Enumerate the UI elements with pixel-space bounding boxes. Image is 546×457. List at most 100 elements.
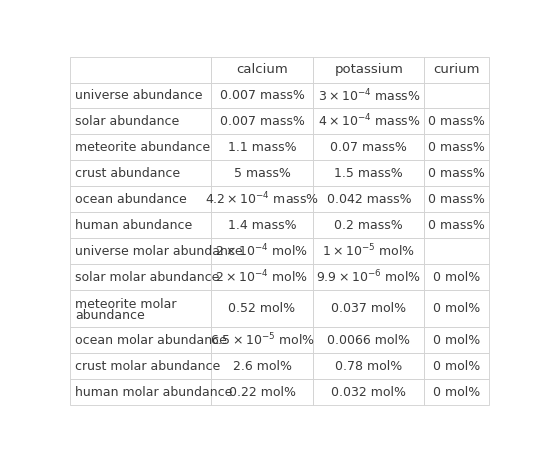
Text: 0 mol%: 0 mol% <box>433 334 480 346</box>
Bar <box>313 57 424 83</box>
Text: potassium: potassium <box>334 63 403 76</box>
Bar <box>313 353 424 379</box>
Bar <box>313 108 424 134</box>
Text: 0 mol%: 0 mol% <box>433 302 480 315</box>
Text: 0.52 mol%: 0.52 mol% <box>228 302 295 315</box>
Bar <box>211 186 313 212</box>
Text: $9.9\times10^{-6}$ mol%: $9.9\times10^{-6}$ mol% <box>316 269 422 285</box>
Text: crust molar abundance: crust molar abundance <box>75 360 221 372</box>
Text: 0.032 mol%: 0.032 mol% <box>331 386 406 399</box>
Bar <box>313 327 424 353</box>
Text: 0.042 mass%: 0.042 mass% <box>327 193 411 206</box>
Bar <box>313 212 424 238</box>
Text: human molar abundance: human molar abundance <box>75 386 233 399</box>
Text: $2\times10^{-4}$ mol%: $2\times10^{-4}$ mol% <box>216 243 308 260</box>
Bar <box>211 212 313 238</box>
Bar <box>424 134 489 160</box>
Text: $3\times10^{-4}$ mass%: $3\times10^{-4}$ mass% <box>318 87 420 104</box>
Bar <box>211 134 313 160</box>
Bar <box>70 108 211 134</box>
Text: universe molar abundance: universe molar abundance <box>75 244 243 258</box>
Text: human abundance: human abundance <box>75 219 193 232</box>
Text: 0.78 mol%: 0.78 mol% <box>335 360 402 372</box>
Bar <box>424 160 489 186</box>
Bar <box>313 134 424 160</box>
Text: 2.6 mol%: 2.6 mol% <box>233 360 292 372</box>
Bar <box>424 379 489 405</box>
Text: ocean abundance: ocean abundance <box>75 193 187 206</box>
Text: solar abundance: solar abundance <box>75 115 180 128</box>
Text: 1.5 mass%: 1.5 mass% <box>335 167 403 180</box>
Bar <box>313 379 424 405</box>
Text: 0.07 mass%: 0.07 mass% <box>330 141 407 154</box>
Text: solar molar abundance: solar molar abundance <box>75 271 220 284</box>
Text: 0.2 mass%: 0.2 mass% <box>335 219 403 232</box>
Text: meteorite abundance: meteorite abundance <box>75 141 211 154</box>
Text: 0 mol%: 0 mol% <box>433 271 480 284</box>
Bar <box>211 238 313 264</box>
Text: $4.2\times10^{-4}$ mass%: $4.2\times10^{-4}$ mass% <box>205 191 319 207</box>
Bar <box>313 264 424 290</box>
Bar <box>424 212 489 238</box>
Bar <box>211 327 313 353</box>
Bar <box>424 238 489 264</box>
Bar <box>313 238 424 264</box>
Text: abundance: abundance <box>75 309 145 322</box>
Bar <box>211 264 313 290</box>
Text: 0 mol%: 0 mol% <box>433 360 480 372</box>
Text: meteorite molar: meteorite molar <box>75 298 177 311</box>
Bar <box>70 327 211 353</box>
Bar <box>211 160 313 186</box>
Text: 0 mass%: 0 mass% <box>429 219 485 232</box>
Text: $1\times10^{-5}$ mol%: $1\times10^{-5}$ mol% <box>322 243 416 260</box>
Text: 0.0066 mol%: 0.0066 mol% <box>328 334 411 346</box>
Bar <box>70 83 211 108</box>
Bar <box>211 83 313 108</box>
Bar <box>313 160 424 186</box>
Text: 0 mol%: 0 mol% <box>433 386 480 399</box>
Bar <box>70 238 211 264</box>
Bar <box>70 353 211 379</box>
Text: crust abundance: crust abundance <box>75 167 181 180</box>
Bar <box>313 290 424 327</box>
Text: 0.007 mass%: 0.007 mass% <box>219 115 305 128</box>
Text: 0.007 mass%: 0.007 mass% <box>219 89 305 102</box>
Bar <box>211 379 313 405</box>
Bar <box>424 108 489 134</box>
Bar <box>211 353 313 379</box>
Text: 0.22 mol%: 0.22 mol% <box>229 386 295 399</box>
Bar <box>70 264 211 290</box>
Bar <box>313 83 424 108</box>
Text: ocean molar abundance: ocean molar abundance <box>75 334 227 346</box>
Text: 0 mass%: 0 mass% <box>429 115 485 128</box>
Bar <box>313 186 424 212</box>
Text: 0 mass%: 0 mass% <box>429 167 485 180</box>
Bar <box>211 108 313 134</box>
Bar <box>70 379 211 405</box>
Text: $6.5\times10^{-5}$ mol%: $6.5\times10^{-5}$ mol% <box>210 332 314 348</box>
Text: $4\times10^{-4}$ mass%: $4\times10^{-4}$ mass% <box>318 113 420 130</box>
Bar <box>424 290 489 327</box>
Bar <box>424 264 489 290</box>
Bar <box>70 57 211 83</box>
Bar <box>424 327 489 353</box>
Bar <box>211 290 313 327</box>
Bar <box>70 134 211 160</box>
Bar <box>211 57 313 83</box>
Text: 0 mass%: 0 mass% <box>429 193 485 206</box>
Text: $2\times10^{-4}$ mol%: $2\times10^{-4}$ mol% <box>216 269 308 285</box>
Bar <box>70 186 211 212</box>
Text: 5 mass%: 5 mass% <box>234 167 290 180</box>
Text: calcium: calcium <box>236 63 288 76</box>
Text: curium: curium <box>434 63 480 76</box>
Text: universe abundance: universe abundance <box>75 89 203 102</box>
Text: 1.4 mass%: 1.4 mass% <box>228 219 296 232</box>
Bar <box>424 186 489 212</box>
Bar <box>424 57 489 83</box>
Bar <box>70 212 211 238</box>
Text: 0.037 mol%: 0.037 mol% <box>331 302 406 315</box>
Bar <box>424 353 489 379</box>
Text: 0 mass%: 0 mass% <box>429 141 485 154</box>
Bar <box>70 290 211 327</box>
Bar <box>70 160 211 186</box>
